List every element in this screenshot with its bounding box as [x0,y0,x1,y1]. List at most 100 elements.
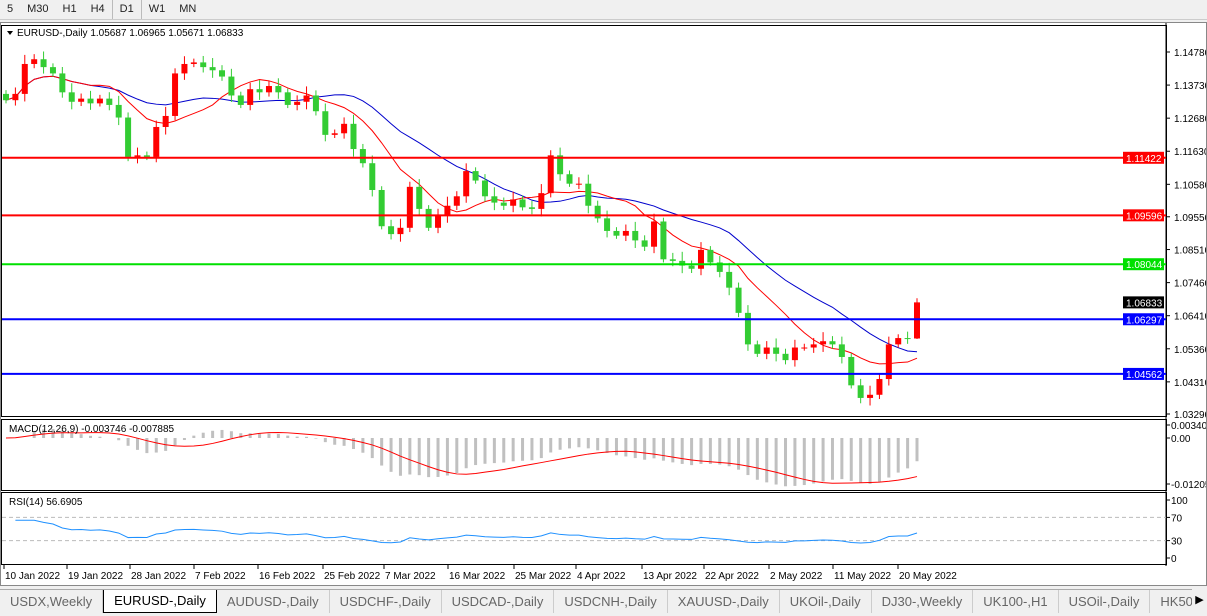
macd-histogram-bar [746,438,750,476]
timeframe-toolbar: 5 M30 H1 H4 D1 W1 MN [0,0,1207,20]
macd-histogram-bar [305,436,309,439]
timeframe-H4[interactable]: H4 [90,3,105,15]
timeframe-D1[interactable]: D1 [111,0,142,19]
candle-body [78,98,85,102]
timeframe-H1[interactable]: H1 [62,3,77,15]
candle-body [914,302,920,339]
candle-body [350,123,357,150]
macd-histogram-bar [248,433,252,439]
candle-body [566,174,573,184]
macd-histogram-bar [737,438,741,470]
tab-scroll-right-icon[interactable]: ▶ [1193,593,1206,606]
price-tick-label: 1.03290 [1174,410,1206,421]
chart-canvas[interactable]: 1.14780 1.13730 1.12680 1.11630 1.10580 1.095… [1,23,1207,585]
timeframe-M30[interactable]: M30 [27,3,49,15]
level-price-tag [1123,209,1164,222]
macd-histogram-bar [417,438,421,476]
candle-body [575,183,582,185]
candle-body [322,111,329,135]
macd-histogram-bar [614,438,618,456]
timeframe-W1[interactable]: W1 [148,3,166,15]
ma-slow-line [5,75,918,353]
candle-body [876,379,883,395]
candle-body [726,271,733,288]
timeframe-5[interactable]: 5 [7,3,14,15]
candle-body [331,133,338,135]
level-price-label: 1.11422 [1126,154,1162,165]
macd-histogram-bar [342,438,346,446]
candle-body [510,199,517,206]
level-price-label: 1.08044 [1126,260,1163,271]
macd-tick-label: -0.01205 [1171,480,1206,491]
rsi-tick-label: 0 [1171,554,1177,565]
macd-histogram-bar [643,438,647,460]
price-tick-label: 1.07460 [1174,279,1206,290]
candle-body [622,230,629,236]
rsi-label: RSI(14) 56.6905 [9,497,83,508]
tab-usdcad-daily[interactable]: USDCAD-,Daily [442,590,555,613]
candle-body [791,347,798,361]
macd-histogram-bar [887,438,891,478]
macd-histogram-bar [755,438,759,480]
date-label: 25 Feb 2022 [324,571,381,582]
macd-histogram-bar [502,438,506,463]
candle-body [716,262,723,272]
tab-xauusd-daily[interactable]: XAUUSD-,Daily [668,590,780,613]
candle-body [190,62,197,64]
macd-histogram-bar [521,438,525,461]
tab-hk50-i[interactable]: HK50-,I [1150,590,1192,613]
price-tick-label: 1.04310 [1174,378,1206,389]
macd-histogram-bar [530,438,534,461]
tab-eurusd-daily[interactable]: EURUSD-,Daily [103,590,217,613]
chart-window[interactable]: 1.14780 1.13730 1.12680 1.11630 1.10580 1.095… [0,22,1207,586]
macd-histogram-bar [671,438,675,463]
candle-body [697,249,704,269]
macd-histogram-bar [70,432,74,439]
tab-audusd-daily[interactable]: AUDUSD-,Daily [217,590,330,613]
macd-histogram-bar [680,438,684,464]
candle-body [444,205,451,216]
tab-usoil-daily[interactable]: USOil-,Daily [1059,590,1151,613]
candle-body [594,205,601,219]
macd-histogram-bar [652,438,656,459]
tab-ukoil-daily[interactable]: UKOil-,Daily [780,590,872,613]
tab-usdx-weekly[interactable]: USDX,Weekly [0,590,104,613]
candle-body [885,344,892,380]
candle-body [49,67,56,74]
macd-histogram-bar [117,438,121,441]
macd-histogram-bar [690,438,694,466]
macd-histogram-bar [370,438,374,459]
tab-dj30-weekly[interactable]: DJ30-,Weekly [872,590,974,613]
candle-body [669,259,676,261]
tab-usdchf-daily[interactable]: USDCHF-,Daily [330,590,442,613]
price-tick-label: 1.08510 [1174,246,1206,257]
ma-fast-line [5,75,918,365]
price-tick-label: 1.13730 [1174,81,1206,92]
macd-histogram-bar [361,438,365,453]
level-price-label: 1.06297 [1126,315,1163,326]
candle-body [162,115,169,127]
macd-histogram-bar [455,438,459,474]
dropdown-triangle-icon [7,31,13,35]
candle-body [538,193,545,209]
macd-histogram-bar [793,438,797,486]
macd-histogram-bar [445,438,449,476]
candle-body [904,338,911,340]
rsi-tick-label: 70 [1171,513,1183,524]
candle-body [867,394,874,398]
macd-histogram-bar [286,435,290,439]
tab-usdcnh-daily[interactable]: USDCNH-,Daily [554,590,668,613]
candle-body [406,186,413,228]
macd-histogram-bar [539,438,543,459]
macd-histogram-bar [408,438,412,475]
candle-body [782,353,789,361]
macd-histogram-bar [708,438,712,464]
macd-histogram-bar [333,438,337,445]
tab-uk100-h1[interactable]: UK100-,H1 [973,590,1059,613]
candle-body [172,73,179,116]
timeframe-MN[interactable]: MN [179,3,197,15]
candle-body [3,93,9,101]
macd-histogram-bar [840,438,844,480]
price-tick-label: 1.14780 [1174,48,1206,59]
chart-tabs: USDX,Weekly EURUSD-,Daily AUDUSD-,Daily USD… [0,589,1192,613]
